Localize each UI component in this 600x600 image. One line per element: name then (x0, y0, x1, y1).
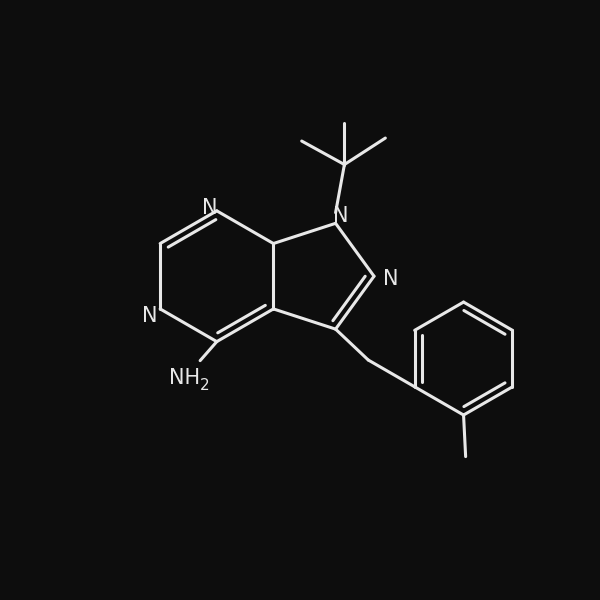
Text: N: N (142, 306, 157, 326)
Text: 2: 2 (200, 378, 210, 393)
Text: N: N (383, 269, 398, 289)
Text: N: N (332, 206, 348, 226)
Text: N: N (202, 198, 217, 218)
Text: NH: NH (169, 368, 200, 388)
